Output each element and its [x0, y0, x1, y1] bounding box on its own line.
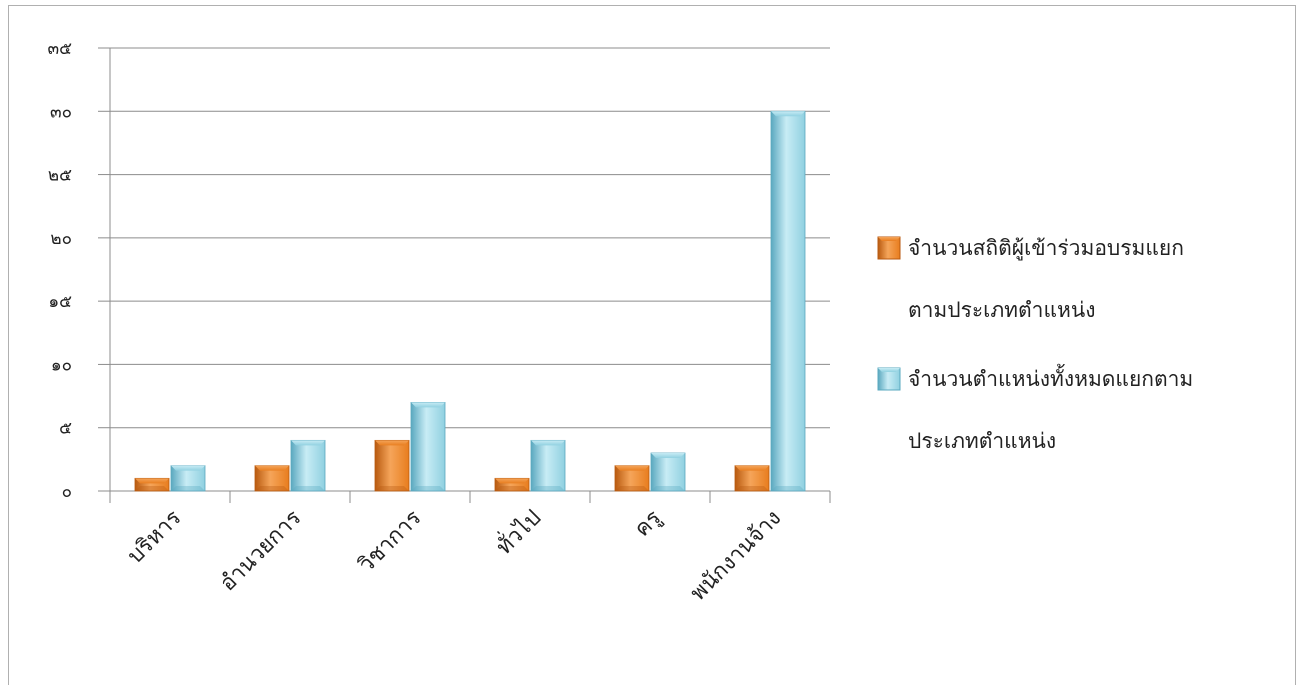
bar	[734, 465, 770, 492]
grid-lines	[110, 47, 830, 429]
legend-label: ประเภทตำแหน่ง	[908, 429, 1056, 453]
bar	[410, 401, 446, 492]
y-tick-label: ๑๐	[51, 355, 72, 375]
y-tick-labels: ๐ ๕ ๑๐ ๑๕ ๒๐ ๒๕ ๓๐ ๓๕	[48, 39, 73, 502]
y-tick-label: ๐	[62, 482, 72, 502]
x-tick-label: วิชาการ	[354, 505, 427, 578]
x-tick-label: บริหาร	[123, 505, 186, 568]
y-tick-label: ๒๐	[50, 229, 72, 249]
bar	[530, 439, 566, 492]
y-tick-label: ๒๕	[48, 166, 72, 186]
bar	[374, 439, 410, 492]
y-tick-label: ๑๕	[48, 292, 72, 312]
bar	[650, 452, 686, 492]
chart-frame	[8, 5, 1296, 685]
x-tick-label: อำนวยการ	[215, 505, 306, 596]
y-tick-label: ๕	[59, 419, 72, 439]
bar	[770, 110, 806, 492]
x-tick-label: ทั่วไป	[489, 503, 546, 560]
bar	[614, 465, 650, 492]
bars	[134, 110, 806, 492]
bar	[290, 439, 326, 492]
legend-item: จำนวนสถิติผู้เข้าร่วมอบรมแยกตามประเภทตำแ…	[877, 236, 1184, 322]
x-tick-labels: บริหาร อำนวยการ วิชาการ ทั่วไป ครู พนักงานจ้า…	[123, 503, 786, 606]
x-tick-label: พนักงานจ้าง	[686, 506, 786, 606]
y-tick-label: ๓๐	[50, 102, 72, 122]
bar	[134, 477, 170, 492]
legend-label: ตามประเภทตำแหน่ง	[908, 298, 1095, 322]
legend-label: จำนวนตำแหน่งทั้งหมดแยกตาม	[908, 364, 1193, 391]
bar	[494, 477, 530, 492]
legend: จำนวนสถิติผู้เข้าร่วมอบรมแยกตามประเภทตำแ…	[877, 236, 1193, 453]
y-tick-label: ๓๕	[48, 39, 73, 59]
bar	[254, 465, 290, 492]
x-tick-label: ครู	[630, 505, 667, 542]
bar	[170, 465, 206, 492]
axes	[98, 47, 831, 503]
legend-label: จำนวนสถิติผู้เข้าร่วมอบรมแยก	[908, 236, 1184, 261]
